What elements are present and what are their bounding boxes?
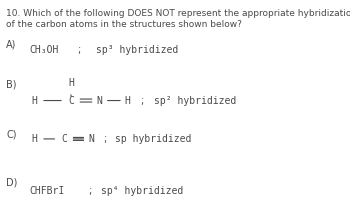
- Text: sp hybridized: sp hybridized: [115, 134, 191, 144]
- Text: D): D): [6, 177, 18, 187]
- Text: sp³ hybridized: sp³ hybridized: [96, 45, 178, 55]
- Text: H: H: [125, 95, 131, 106]
- Text: H: H: [68, 78, 74, 88]
- Text: sp² hybridized: sp² hybridized: [154, 95, 236, 106]
- Text: ;: ;: [77, 45, 80, 55]
- Text: H: H: [32, 95, 37, 106]
- Text: 10. Which of the following DOES NOT represent the appropriate hybridization stat: 10. Which of the following DOES NOT repr…: [6, 9, 350, 18]
- Text: N: N: [88, 134, 94, 144]
- Text: ;: ;: [103, 134, 106, 144]
- Text: CH₃OH: CH₃OH: [30, 45, 59, 55]
- Text: of the carbon atoms in the structures shown below?: of the carbon atoms in the structures sh…: [6, 19, 242, 29]
- Text: ;: ;: [89, 186, 92, 196]
- Text: C: C: [61, 134, 67, 144]
- Text: B): B): [6, 79, 16, 89]
- Text: C): C): [6, 129, 16, 139]
- Text: N: N: [96, 95, 102, 106]
- Text: CHFBrI: CHFBrI: [30, 186, 65, 196]
- Text: sp⁴ hybridized: sp⁴ hybridized: [100, 186, 183, 196]
- Text: C: C: [68, 95, 74, 106]
- Text: A): A): [6, 40, 16, 50]
- Text: ;: ;: [141, 95, 144, 106]
- Text: H: H: [32, 134, 37, 144]
